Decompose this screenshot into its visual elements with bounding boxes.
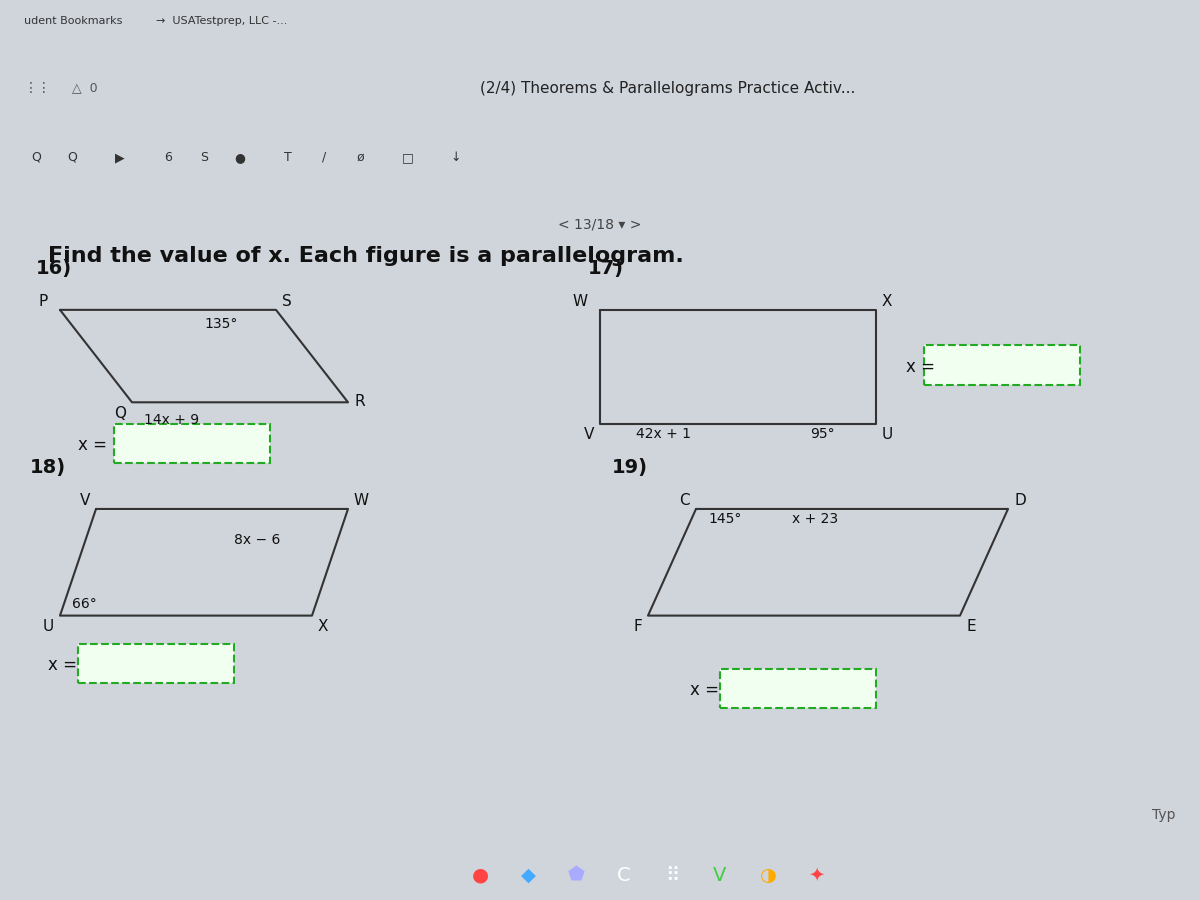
Text: ◑: ◑ <box>760 866 776 885</box>
Text: V: V <box>713 866 727 885</box>
Text: 19): 19) <box>612 458 648 477</box>
Text: C: C <box>679 493 690 508</box>
Text: S: S <box>200 151 208 164</box>
Text: W: W <box>354 493 370 508</box>
Text: 14x + 9: 14x + 9 <box>144 412 199 427</box>
Text: Q: Q <box>31 151 41 164</box>
Text: 42x + 1: 42x + 1 <box>636 427 691 441</box>
Text: ↓: ↓ <box>451 151 461 164</box>
Text: x =: x = <box>48 656 77 674</box>
Text: Typ: Typ <box>1152 807 1176 822</box>
Text: (2/4) Theorems & Parallelograms Practice Activ...: (2/4) Theorems & Parallelograms Practice… <box>480 81 856 95</box>
Text: V: V <box>79 493 90 508</box>
Text: Q: Q <box>67 151 77 164</box>
Text: 6: 6 <box>164 151 172 164</box>
Text: 135°: 135° <box>204 317 238 330</box>
Text: X: X <box>882 294 893 310</box>
Text: x =: x = <box>690 681 719 699</box>
Text: C: C <box>617 866 631 885</box>
Text: →  USATestprep, LLC -...: → USATestprep, LLC -... <box>156 15 287 26</box>
Text: Q: Q <box>114 406 126 421</box>
Text: X: X <box>318 619 329 634</box>
Text: Find the value of x. Each figure is a parallelogram.: Find the value of x. Each figure is a pa… <box>48 246 684 266</box>
Text: P: P <box>38 294 48 310</box>
Text: udent Bookmarks: udent Bookmarks <box>24 15 122 26</box>
Text: ✦: ✦ <box>808 866 824 885</box>
Text: R: R <box>354 394 365 409</box>
Text: ⠿: ⠿ <box>665 866 679 885</box>
Text: ⋮⋮: ⋮⋮ <box>24 81 52 95</box>
Text: V: V <box>583 428 594 442</box>
Text: U: U <box>882 428 893 442</box>
Text: x =: x = <box>78 436 107 454</box>
FancyBboxPatch shape <box>114 424 270 463</box>
Text: ◆: ◆ <box>521 866 535 885</box>
Text: 145°: 145° <box>708 512 742 526</box>
Text: E: E <box>966 619 976 634</box>
Text: D: D <box>1014 493 1026 508</box>
Text: ø: ø <box>356 151 364 164</box>
Text: 95°: 95° <box>810 427 835 441</box>
Text: /: / <box>322 151 326 164</box>
Text: 66°: 66° <box>72 598 97 611</box>
Text: < 13/18 ▾ >: < 13/18 ▾ > <box>558 218 642 231</box>
Text: U: U <box>43 619 54 634</box>
Text: ●: ● <box>472 866 488 885</box>
Text: x + 23: x + 23 <box>792 512 838 526</box>
Text: 16): 16) <box>36 259 72 278</box>
Text: △  0: △ 0 <box>72 82 97 94</box>
Text: ⬟: ⬟ <box>568 866 584 885</box>
Text: W: W <box>572 294 588 310</box>
FancyBboxPatch shape <box>720 669 876 708</box>
Text: 18): 18) <box>30 458 66 477</box>
Text: 8x − 6: 8x − 6 <box>234 534 281 547</box>
Text: T: T <box>284 151 292 164</box>
FancyBboxPatch shape <box>78 644 234 683</box>
Text: ▶: ▶ <box>115 151 125 164</box>
Text: x =: x = <box>906 357 935 376</box>
FancyBboxPatch shape <box>924 346 1080 384</box>
Text: S: S <box>282 294 292 310</box>
Text: ●: ● <box>234 151 246 164</box>
Text: 17): 17) <box>588 259 624 278</box>
Text: □: □ <box>402 151 414 164</box>
Text: F: F <box>634 619 642 634</box>
